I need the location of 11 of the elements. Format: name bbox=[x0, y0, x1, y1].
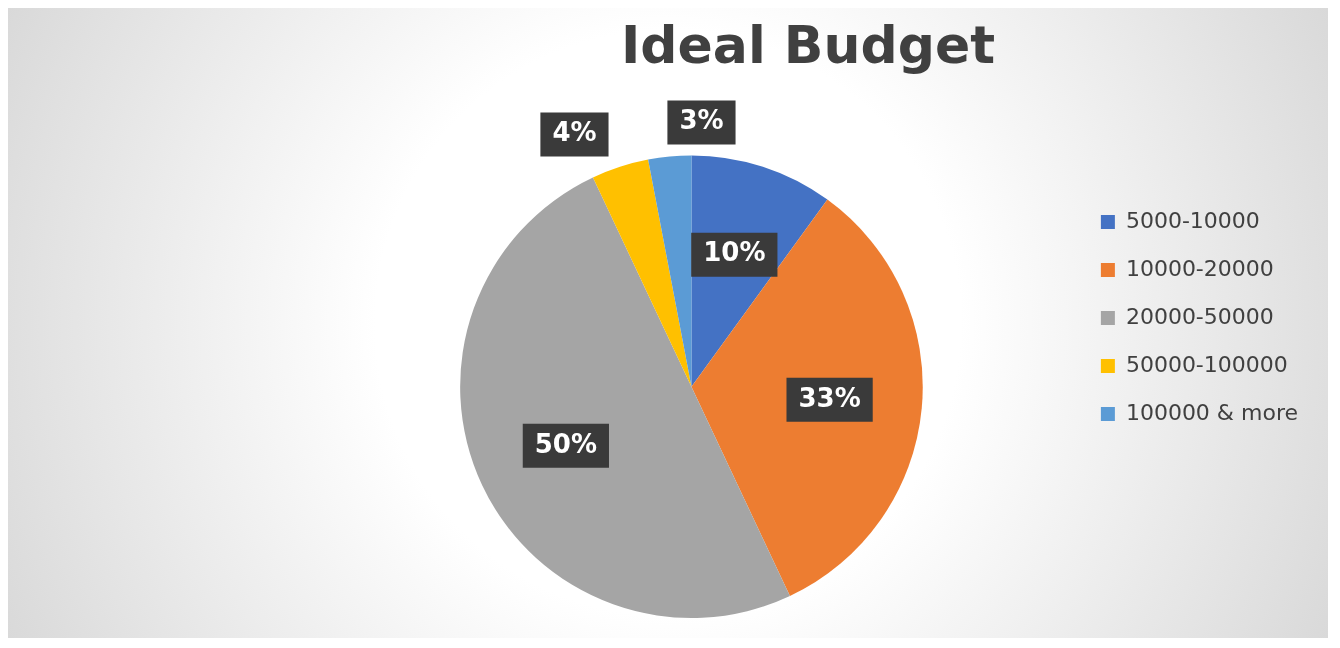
legend-label: 5000-10000 bbox=[1125, 207, 1260, 233]
chart-title: Ideal Budget bbox=[620, 14, 996, 75]
data-label: 10% bbox=[703, 237, 766, 268]
legend-label: 50000-100000 bbox=[1125, 351, 1288, 377]
legend-label: 100000 & more bbox=[1125, 399, 1299, 425]
data-label: 3% bbox=[679, 105, 724, 136]
legend-label: 10000-20000 bbox=[1125, 255, 1274, 281]
data-label: 33% bbox=[798, 382, 861, 413]
data-label: 4% bbox=[552, 117, 597, 148]
legend-label: 20000-50000 bbox=[1125, 303, 1274, 329]
data-label: 50% bbox=[534, 428, 597, 459]
